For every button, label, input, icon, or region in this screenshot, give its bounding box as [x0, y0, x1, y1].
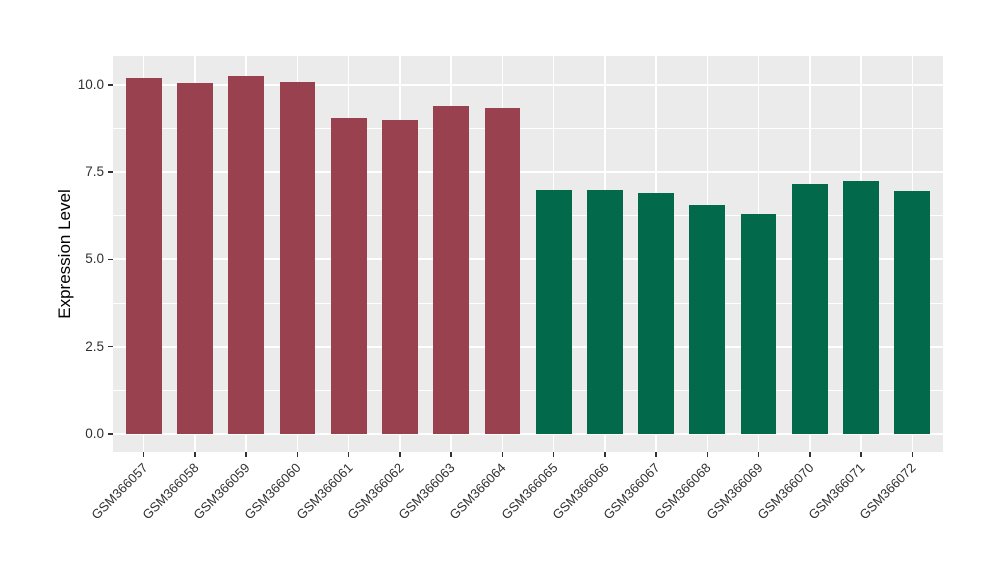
x-tick-mark	[296, 452, 299, 457]
bar-GSM366067	[638, 193, 675, 434]
y-tick-label: 2.5	[85, 338, 104, 354]
major-gridline	[113, 84, 943, 86]
y-tick-label: 7.5	[85, 164, 104, 180]
bar-GSM366059	[228, 76, 265, 434]
major-gridline	[113, 432, 943, 435]
y-tick-mark	[108, 433, 113, 435]
bar-GSM366064	[484, 107, 521, 434]
bar-GSM366068	[689, 205, 726, 434]
x-tick-mark	[809, 452, 811, 457]
major-gridline	[113, 171, 943, 174]
y-tick-label: 10.0	[77, 77, 104, 92]
bar-GSM366058	[177, 83, 213, 434]
minor-gridline	[113, 389, 943, 391]
minor-gridline	[113, 128, 943, 130]
minor-gridline	[113, 215, 943, 217]
x-tick-mark	[245, 452, 247, 457]
x-tick-mark	[450, 452, 452, 457]
plot-panel	[113, 56, 943, 452]
y-tick-mark	[108, 84, 113, 86]
x-tick-mark	[604, 452, 606, 457]
x-tick-mark	[552, 452, 555, 457]
y-tick-label: 5.0	[85, 251, 104, 267]
x-tick-mark	[911, 452, 914, 457]
bar-GSM366072	[894, 191, 931, 434]
y-tick-mark	[108, 258, 113, 261]
x-tick-mark	[347, 452, 350, 457]
bar-GSM366070	[791, 184, 828, 434]
y-tick-mark	[108, 171, 113, 173]
x-tick-mark	[194, 452, 196, 457]
minor-gridline	[113, 302, 943, 304]
bar-GSM366063	[433, 105, 470, 434]
bar-GSM366060	[279, 81, 316, 434]
major-gridline	[113, 258, 943, 261]
bar-GSM366071	[843, 180, 879, 434]
y-tick-label: 0.0	[85, 425, 104, 441]
y-tick-mark	[108, 345, 113, 348]
bar-GSM366062	[382, 119, 418, 434]
x-tick-mark	[399, 452, 401, 457]
bar-GSM366065	[535, 189, 572, 434]
major-gridline	[113, 345, 943, 348]
x-tick-mark	[757, 452, 760, 457]
bar-GSM366066	[586, 189, 623, 434]
x-tick-mark	[706, 452, 709, 457]
bar-GSM366061	[330, 118, 367, 434]
x-tick-mark	[655, 452, 657, 457]
x-tick-mark	[501, 452, 504, 457]
x-tick-mark	[142, 452, 145, 457]
x-tick-mark	[860, 452, 862, 457]
bar-GSM366069	[740, 214, 777, 434]
bar-GSM366057	[125, 78, 162, 434]
